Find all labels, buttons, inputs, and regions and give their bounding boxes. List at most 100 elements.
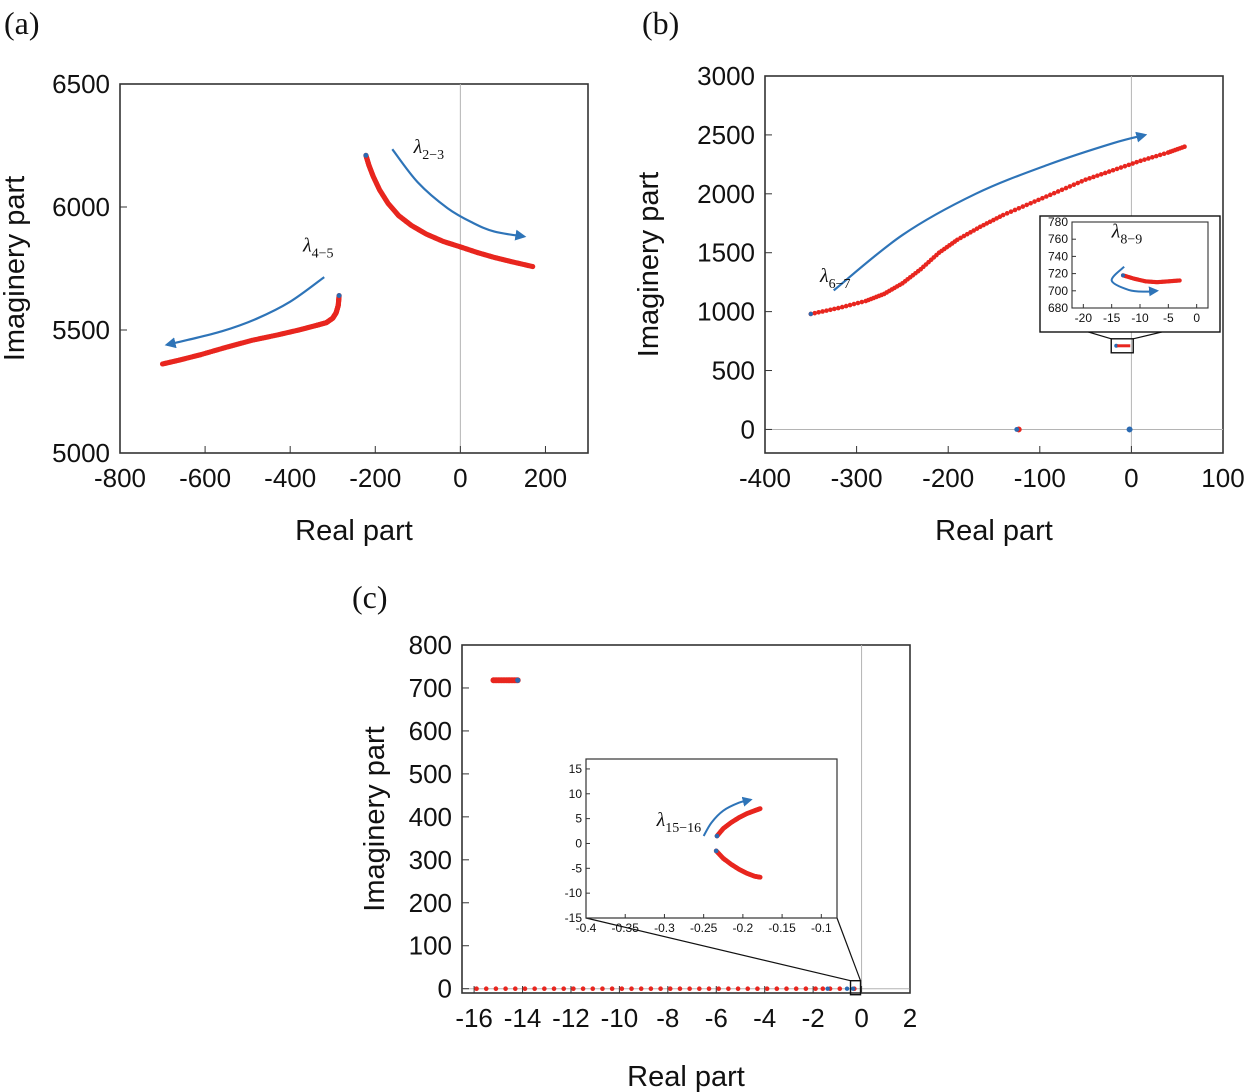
c-y-tick-label-3: 300 <box>409 845 452 875</box>
c-series-1-dot-5 <box>522 986 528 992</box>
b-y-tick-label-0: 0 <box>741 414 755 444</box>
panel-a-chart: -800 -600 -400 -200 0 200 5000 5500 6000 6500 λ2−3… <box>0 69 589 547</box>
c-series-1-dot-29 <box>755 986 760 992</box>
a-y-tick-label-0: 5000 <box>52 438 110 468</box>
b-series-0-dot-81 <box>1071 182 1077 188</box>
c-inset-x-tick-label-6: -0.1 <box>811 921 832 935</box>
c-connector-left <box>585 917 851 982</box>
b-series-0-dot-85 <box>1087 176 1092 181</box>
c-inset: -0.4 -0.35 -0.3 -0.25 -0.2 -0.15 -0.1 -15 -10 -5 0… <box>565 758 838 935</box>
y-axis-label: Imaginery part <box>0 176 31 361</box>
b-inset-plot-frame <box>1071 221 1209 309</box>
c-real-axis-marker-1 <box>844 986 850 991</box>
b-x-tick-label-4: 0 <box>1124 463 1138 493</box>
c-series-1-dot-4 <box>512 986 518 992</box>
c-series-1-dot-20 <box>667 986 673 992</box>
b-y-tick-label-6: 3000 <box>697 61 755 91</box>
c-series-1-dot-19 <box>658 986 663 992</box>
a-series-1-dot-168 <box>159 361 166 367</box>
c-series-1-dot-9 <box>561 986 567 992</box>
b-series-0-dot-80 <box>1067 184 1073 189</box>
c-series-1-dot-1 <box>483 986 489 992</box>
b-y-tick-label-3: 1500 <box>697 238 755 268</box>
c-inset-plot-frame <box>585 758 838 919</box>
a-series-0-dot-182 <box>530 263 536 270</box>
c-series-1-dot-35 <box>813 986 818 992</box>
c-x-tick-label-2: -12 <box>552 1003 590 1033</box>
a-series-1-start-marker <box>336 293 342 299</box>
b-series-0-dot-75 <box>1047 192 1053 198</box>
b-series-0-dot-96 <box>1130 161 1136 166</box>
b-series-0-dot-79 <box>1063 185 1069 191</box>
a-x-tick-label-3: -200 <box>349 463 401 493</box>
c-inset-x-tick-label-1: -0.35 <box>612 921 640 935</box>
b-series-0-dot-91 <box>1110 167 1116 173</box>
a-x-tick-label-2: -400 <box>264 463 316 493</box>
c-series-1-dot-16 <box>629 986 634 992</box>
c-series-1-dot-25 <box>716 986 721 992</box>
b-series-0-dot-65 <box>1008 209 1014 214</box>
b-series-0-dot-100 <box>1146 156 1151 161</box>
c-inset-x-tick-label-5: -0.15 <box>768 921 796 935</box>
b-series-0-dot-89 <box>1102 170 1108 176</box>
c-inset-x-tick-label-2: -0.3 <box>654 921 675 935</box>
c-series-1-dot-0 <box>474 986 479 992</box>
b-x-tick-label-3: -100 <box>1014 463 1066 493</box>
c-connector-right <box>836 917 862 981</box>
c-inset-x-tick-label-4: -0.2 <box>733 921 754 935</box>
c-x-tick-label-3: -10 <box>601 1003 639 1033</box>
c-series-1-dot-38 <box>837 986 843 992</box>
b-series-0-dot-95 <box>1126 162 1132 168</box>
a-plot-frame <box>119 83 589 454</box>
c-x-tick-label-9: 2 <box>903 1003 917 1033</box>
c-series-1-dot-14 <box>609 986 615 992</box>
c-series-1-dot-21 <box>677 986 683 992</box>
a-y-tick-label-2: 6000 <box>52 192 110 222</box>
b-series-0-dot-74 <box>1044 194 1049 199</box>
b-series-0-dot-71 <box>1032 199 1037 204</box>
b-series-0-dot-69 <box>1024 202 1030 208</box>
a-lambda-label-1: λ4−5 <box>302 234 334 261</box>
c-series-1-dot-28 <box>745 986 751 992</box>
c-series-1-dot-6 <box>532 986 537 992</box>
b-x-tick-label-1: -300 <box>831 463 883 493</box>
c-x-tick-label-1: -14 <box>504 1003 542 1033</box>
b-series-0-dot-7 <box>835 305 841 311</box>
x-axis-label: Real part <box>295 515 413 547</box>
b-series-0-dot-11 <box>851 301 857 307</box>
b-series-0-dot-103 <box>1157 152 1163 158</box>
c-series-1-dot-8 <box>551 986 557 992</box>
b-series-0-dot-102 <box>1153 153 1159 159</box>
b-series-0-dot-68 <box>1020 204 1026 209</box>
c-inset-x-tick-label-3: -0.25 <box>690 921 718 935</box>
c-inset-x-tick-label-0: -0.4 <box>576 921 597 935</box>
b-inset-x-tick-label-1: -15 <box>1103 311 1121 325</box>
a-lambda-label-0: λ2−3 <box>413 136 445 163</box>
b-series-0-dot-13 <box>859 299 865 305</box>
c-inset-y-tick-label-5: 10 <box>569 787 583 801</box>
b-real-axis-marker-1 <box>1126 426 1133 433</box>
b-series-0-dot-92 <box>1114 166 1120 172</box>
c-x-tick-label-0: -16 <box>455 1003 493 1033</box>
b-series-0-dot-78 <box>1059 187 1065 193</box>
c-inset-y-tick-label-3: 0 <box>575 836 582 850</box>
b-inset-y-tick-label-4: 760 <box>1048 232 1068 246</box>
c-series-1-dot-17 <box>638 986 644 992</box>
c-y-tick-label-0: 0 <box>438 974 452 1004</box>
b-inset-y-tick-label-1: 700 <box>1048 284 1068 298</box>
b-inset-y-tick-label-5: 780 <box>1048 215 1068 229</box>
b-inset-lambda-label: λ8−9 <box>1111 220 1143 247</box>
b-inset-x-tick-label-2: -10 <box>1131 311 1149 325</box>
c-inset-y-tick-label-1: -10 <box>565 886 583 900</box>
b-series-0-dot-90 <box>1106 169 1112 174</box>
c-inset-y-tick-label-4: 5 <box>575 812 582 826</box>
b-series-0-dot-2 <box>816 309 821 315</box>
b-series-0-dot-112 <box>1182 144 1187 149</box>
c-series-1-dot-32 <box>784 986 789 992</box>
a-x-tick-label-5: 200 <box>524 463 567 493</box>
c-real-axis-marker-0 <box>825 986 830 991</box>
b-inset: -20 -15 -10 -5 0 680 700 720 740 760 780 λ8−9 <box>1039 215 1221 333</box>
b-inset-series-0-dot-50 <box>1177 278 1182 283</box>
b-series-0-dot-9 <box>843 303 849 309</box>
c-series-1-dot-27 <box>735 986 741 992</box>
